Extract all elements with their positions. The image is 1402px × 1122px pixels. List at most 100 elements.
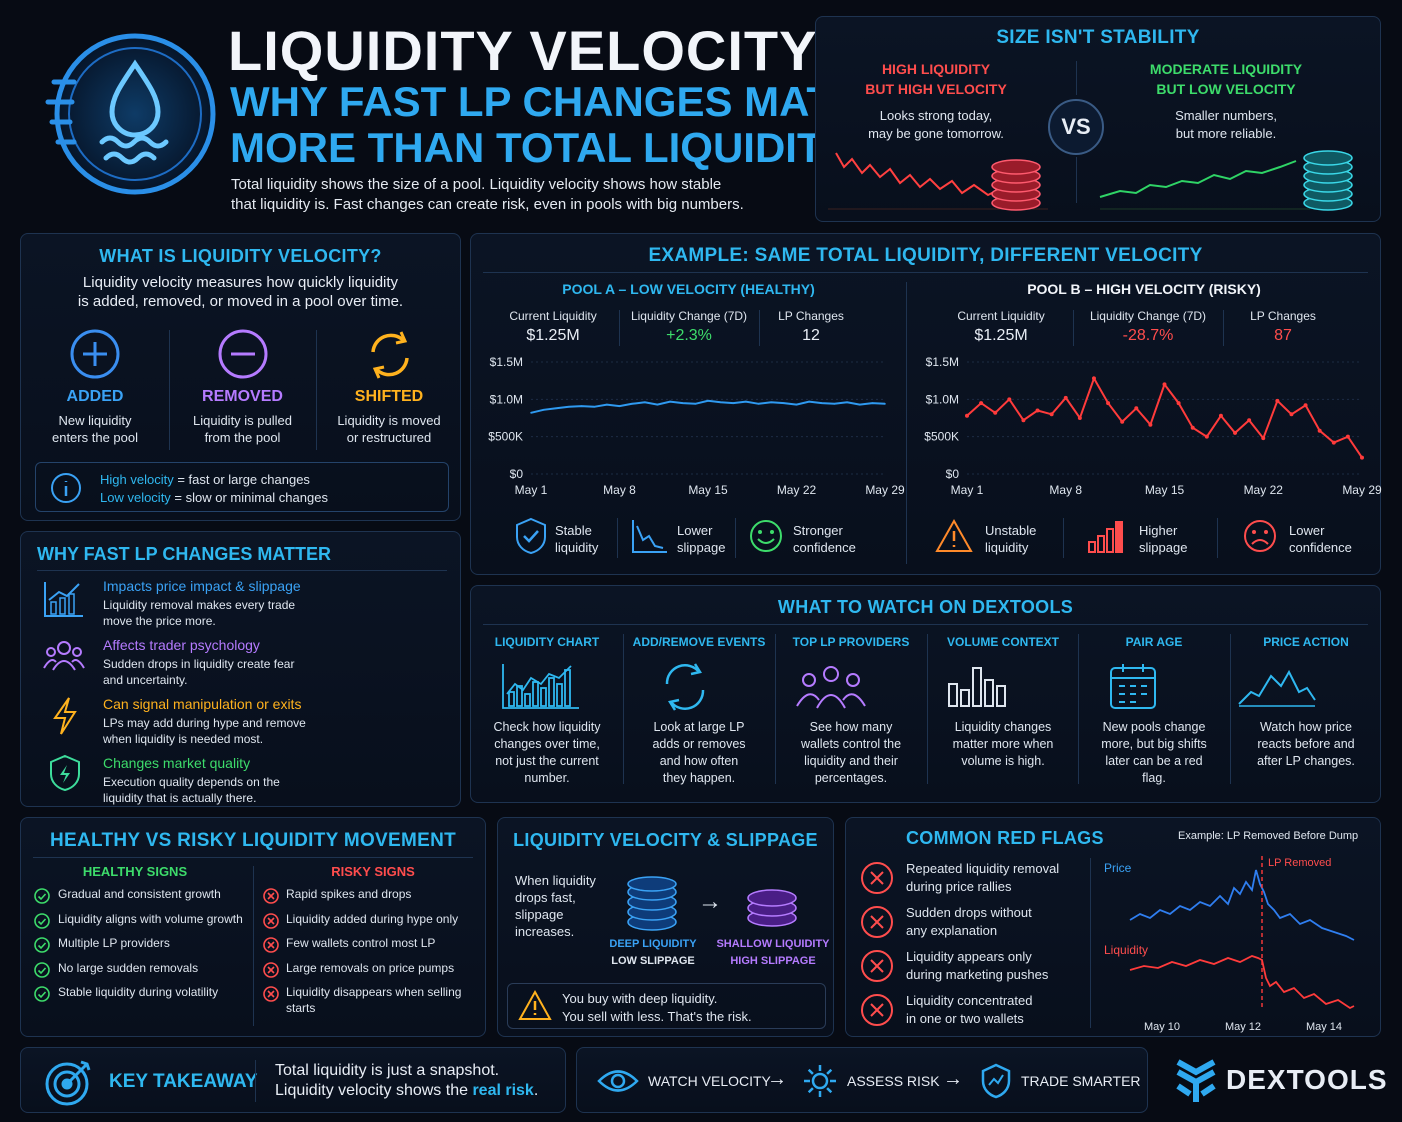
added-label: ADDED xyxy=(66,388,124,405)
data-point xyxy=(542,408,545,411)
data-point xyxy=(732,402,735,404)
watch-col-desc-1-3: not just the current xyxy=(495,754,599,768)
x-tick-label: May 8 xyxy=(1049,483,1082,497)
pool-b-feature1-b: liquidity xyxy=(985,540,1029,555)
slippage-panel: LIQUIDITY VELOCITY & SLIPPAGE When liqui… xyxy=(497,817,834,1037)
red-flag-4-line1: Liquidity concentrated xyxy=(906,993,1033,1008)
healthy-signs-title: HEALTHY SIGNS xyxy=(82,864,188,879)
low-velocity-value: = slow or minimal changes xyxy=(170,490,328,505)
data-point xyxy=(1190,425,1195,430)
data-point xyxy=(707,400,709,402)
pool-b-stat3-label: LP Changes xyxy=(1250,309,1316,323)
watch-col-desc-6-1: Watch how price xyxy=(1260,720,1352,734)
pool-b-feature2-b: slippage xyxy=(1139,540,1188,555)
series-line xyxy=(530,399,886,414)
watch-col-desc-2-3: and how often xyxy=(659,754,739,768)
risky-signs-title: RISKY SIGNS xyxy=(331,864,415,879)
size-right-desc-1: Smaller numbers, xyxy=(1175,108,1277,123)
high-slippage-label: HIGH SLIPPAGE xyxy=(730,955,816,967)
watch-col-title-1: LIQUIDITY CHART xyxy=(494,635,600,649)
slippage-warning-1: You buy with deep liquidity. xyxy=(562,991,718,1006)
healthy-sign-3: Multiple LP providers xyxy=(58,936,170,950)
watch-col-desc-2-2: adds or removes xyxy=(652,737,746,751)
data-point xyxy=(593,406,596,408)
why-item-3-title: Can signal manipulation or exits xyxy=(103,696,302,712)
pool-b-stat2-value: -28.7% xyxy=(1122,327,1174,344)
risky-sign-5: Liquidity disappears when selling starts xyxy=(286,985,462,1015)
x-tick-label: May 15 xyxy=(1145,483,1185,497)
watch-col-desc-4-1: Liquidity changes xyxy=(954,720,1052,734)
data-point xyxy=(993,410,998,415)
data-point xyxy=(618,405,621,407)
dextools-logo-text: DEXTOOLS xyxy=(1226,1064,1388,1095)
data-point xyxy=(1275,398,1280,403)
red-flag-2-line2: any explanation xyxy=(906,923,998,938)
what-title: WHAT IS LIQUIDITY VELOCITY? xyxy=(99,246,382,266)
step-arrow-1: → xyxy=(767,1068,787,1090)
pool-b-liquidity-chart: $0 $500K $1.0M $1.5M May 1 May 8 May 15 May 22 M… xyxy=(924,355,1382,497)
pool-a-stat2-label: Liquidity Change (7D) xyxy=(630,309,748,323)
watch-col-desc-2-4: they happen. xyxy=(662,771,736,785)
page-subtitle-line1: WHY FAST LP CHANGES MATTER xyxy=(230,78,917,125)
data-point xyxy=(580,405,583,407)
watch-col-desc-5-2: more, but big shifts xyxy=(1101,737,1207,751)
series-line xyxy=(966,376,1363,459)
data-point xyxy=(568,406,570,408)
data-point xyxy=(669,400,671,403)
shifted-desc-2: or restructured xyxy=(346,430,432,445)
data-point xyxy=(1148,422,1153,427)
red-flags-example-title: Example: LP Removed Before Dump xyxy=(1178,830,1359,842)
removed-desc-2: from the pool xyxy=(204,430,281,445)
red-flag-4-line2: in one or two wallets xyxy=(906,1011,1024,1026)
why-item-4-desc-2: liquidity that is actually there. xyxy=(103,791,257,805)
high-velocity-key: High velocity xyxy=(100,472,174,487)
y-tick-label: $0 xyxy=(946,467,960,481)
added-desc-1: New liquidity xyxy=(58,413,132,428)
data-point xyxy=(1261,436,1266,441)
y-tick-label: $500K xyxy=(924,430,959,444)
watch-col-title-2: ADD/REMOVE EVENTS xyxy=(632,635,766,649)
x-tick-label: May 1 xyxy=(515,483,548,497)
why-item-2-title: Affects trader psychology xyxy=(103,637,260,653)
data-point xyxy=(1303,403,1308,408)
shifted-desc-1: Liquidity is moved xyxy=(337,413,441,428)
risky-sign-1: Rapid spikes and drops xyxy=(286,887,412,901)
low-velocity-key: Low velocity xyxy=(100,490,171,505)
pool-a-feature3-a: Stronger xyxy=(793,523,843,538)
watch-col-desc-5-1: New pools change xyxy=(1102,720,1206,734)
green-steady-line xyxy=(1099,160,1310,210)
x-tick-label: May 8 xyxy=(603,483,636,497)
watch-col-desc-1-4: number. xyxy=(524,771,570,785)
header-desc-1: Total liquidity shows the size of a pool… xyxy=(231,176,722,193)
red-flags-panel: COMMON RED FLAGS Example: LP Removed Bef… xyxy=(845,817,1381,1037)
red-flag-3-line2: during marketing pushes xyxy=(906,967,1049,982)
watch-col-desc-6-2: reacts before and xyxy=(1257,737,1355,751)
x-tick-label: May 29 xyxy=(1342,483,1382,497)
shifted-label: SHIFTED xyxy=(354,388,424,405)
y-tick-label: $1.0M xyxy=(926,392,959,406)
why-title: WHY FAST LP CHANGES MATTER xyxy=(37,544,332,564)
what-desc-1: Liquidity velocity measures how quickly … xyxy=(82,274,399,291)
watch-col-desc-1-2: changes over time, xyxy=(494,737,600,751)
data-point xyxy=(1063,395,1068,400)
price-label: Price xyxy=(1104,861,1132,875)
pool-a-stat2-value: +2.3% xyxy=(666,327,712,344)
watch-col-desc-6-3: after LP changes. xyxy=(1257,754,1355,768)
example-title: EXAMPLE: SAME TOTAL LIQUIDITY, DIFFERENT… xyxy=(648,245,1203,266)
x-tick-label: May 15 xyxy=(688,483,728,497)
watch-col-desc-4-2: matter more when xyxy=(952,737,1054,751)
watch-col-desc-4-3: volume is high. xyxy=(961,754,1045,768)
shallow-liquidity-label: SHALLOW LIQUIDITY xyxy=(716,938,830,950)
what-desc-2: is added, removed, or moved in a pool ov… xyxy=(77,293,404,310)
data-point xyxy=(681,402,684,404)
why-item-2-desc-2: and uncertainty. xyxy=(103,673,188,687)
size-left-title-1: HIGH LIQUIDITY xyxy=(881,61,991,77)
data-point xyxy=(694,403,697,405)
data-point xyxy=(1317,428,1322,433)
slippage-warning-2: You sell with less. That's the risk. xyxy=(562,1009,752,1024)
watch-col-desc-2-1: Look at large LP xyxy=(653,720,745,734)
pool-a-stat1-value: $1.25M xyxy=(526,327,580,344)
y-tick-label: $0 xyxy=(510,467,524,481)
data-point xyxy=(1134,406,1139,411)
watch-col-desc-5-3: later can be a red xyxy=(1105,754,1203,768)
